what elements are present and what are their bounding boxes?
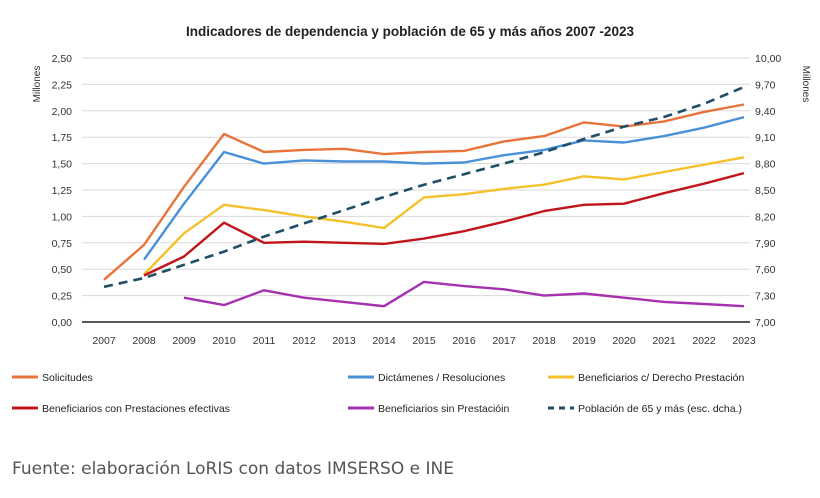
y-tick-label: 1,50 bbox=[52, 159, 73, 171]
series-line-1 bbox=[143, 115, 745, 261]
x-tick-label: 2020 bbox=[612, 335, 636, 347]
x-tick-label: 2018 bbox=[532, 335, 556, 347]
x-tick-label: 2019 bbox=[572, 335, 596, 347]
legend-label: Beneficiarios c/ Derecho Prestación bbox=[578, 372, 744, 384]
legend-label: Solicitudes bbox=[42, 372, 93, 384]
y2-tick-label: 9,70 bbox=[755, 79, 776, 91]
y-tick-label: 0,00 bbox=[52, 317, 73, 329]
x-tick-label: 2017 bbox=[492, 335, 516, 347]
y2-axis-label: Millones bbox=[800, 66, 811, 103]
x-tick-label: 2010 bbox=[212, 335, 236, 347]
x-tick-label: 2012 bbox=[292, 335, 316, 347]
x-tick-label: 2007 bbox=[92, 335, 116, 347]
source-note: Fuente: elaboración LoRIS con datos IMSE… bbox=[12, 459, 454, 479]
series-line-2 bbox=[143, 156, 745, 276]
y2-tick-label: 7,90 bbox=[755, 238, 776, 250]
y-tick-label: 0,75 bbox=[52, 238, 73, 250]
series-line-4 bbox=[183, 280, 745, 308]
series-line-3 bbox=[143, 171, 745, 277]
y2-tick-label: 10,00 bbox=[755, 53, 781, 65]
y2-tick-label: 7,30 bbox=[755, 291, 776, 303]
line-chart: Indicadores de dependencia y población d… bbox=[12, 24, 811, 415]
x-tick-label: 2014 bbox=[372, 335, 396, 347]
y-tick-label: 1,00 bbox=[52, 211, 73, 223]
y2-tick-label: 9,10 bbox=[755, 132, 776, 144]
x-tick-label: 2015 bbox=[412, 335, 436, 347]
y-tick-label: 2,25 bbox=[52, 79, 73, 91]
y-tick-label: 1,25 bbox=[52, 185, 73, 197]
x-tick-label: 2009 bbox=[172, 335, 196, 347]
x-tick-label: 2013 bbox=[332, 335, 356, 347]
series-line-5 bbox=[103, 85, 745, 289]
legend-label: Beneficiarios sin Prestacióin bbox=[378, 403, 509, 415]
y2-tick-label: 8,50 bbox=[755, 185, 776, 197]
y-tick-label: 2,50 bbox=[52, 53, 73, 65]
y2-tick-label: 8,80 bbox=[755, 159, 776, 171]
y-tick-label: 1,75 bbox=[52, 132, 73, 144]
y2-tick-label: 7,00 bbox=[755, 317, 776, 329]
series-line-0 bbox=[103, 103, 745, 281]
y2-tick-label: 8,20 bbox=[755, 211, 776, 223]
x-tick-label: 2023 bbox=[732, 335, 756, 347]
legend-label: Población de 65 y más (esc. dcha.) bbox=[578, 403, 742, 415]
legend-label: Beneficiarios con Prestaciones efectivas bbox=[42, 403, 230, 415]
x-tick-label: 2008 bbox=[132, 335, 156, 347]
x-tick-label: 2016 bbox=[452, 335, 476, 347]
y-tick-label: 0,25 bbox=[52, 291, 73, 303]
y-tick-label: 0,50 bbox=[52, 264, 73, 276]
y-axis-label: Millones bbox=[32, 66, 43, 103]
x-tick-label: 2011 bbox=[253, 335, 276, 347]
x-tick-label: 2021 bbox=[652, 335, 676, 347]
chart-title: Indicadores de dependencia y población d… bbox=[186, 24, 634, 39]
y2-tick-label: 7,60 bbox=[755, 264, 776, 276]
y-tick-label: 2,00 bbox=[52, 106, 73, 118]
y2-tick-label: 9,40 bbox=[755, 106, 776, 118]
legend-label: Dictámenes / Resoluciones bbox=[378, 372, 505, 384]
x-tick-label: 2022 bbox=[692, 335, 716, 347]
